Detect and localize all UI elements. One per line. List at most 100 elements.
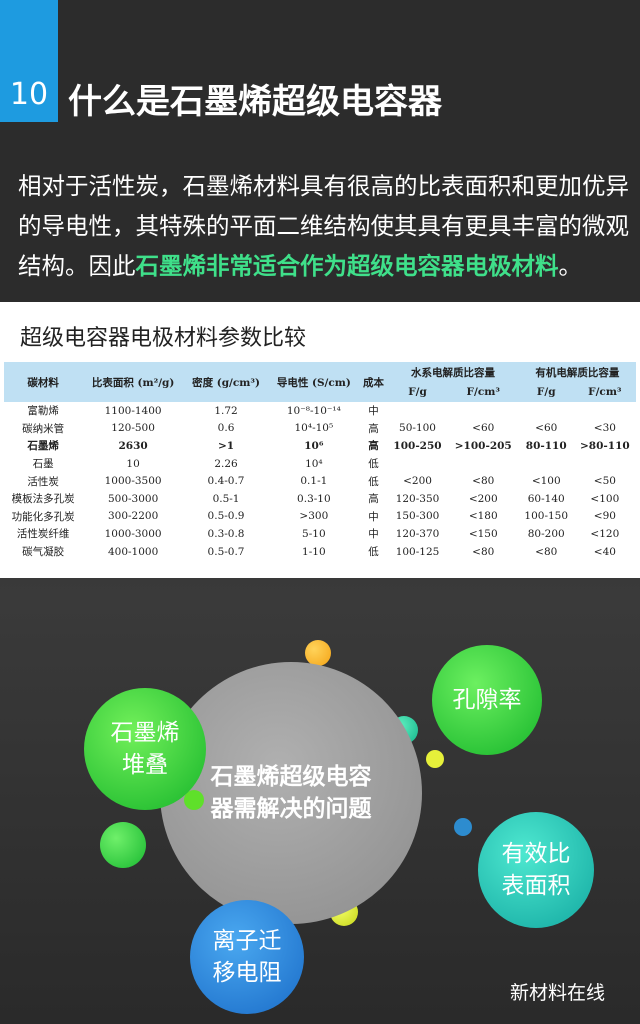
table-cell: 120-350	[395, 492, 440, 505]
table-cell: >1	[217, 439, 235, 452]
table-cell: <120	[590, 527, 620, 540]
table-cell: 10⁻⁸-10⁻¹⁴	[286, 404, 341, 417]
table-title: 超级电容器电极材料参数比较	[20, 326, 307, 351]
table-cell	[387, 455, 447, 473]
table-cell: 高	[368, 440, 379, 453]
table-cell: 富勒烯	[27, 405, 59, 418]
table-cell: 0.6	[217, 422, 235, 435]
table-cell: 5-10	[302, 527, 326, 540]
table-cell: 功能化多孔炭	[11, 510, 75, 523]
table-cell: >80-110	[580, 439, 630, 452]
page-title: 什么是石墨烯超级电容器	[68, 82, 442, 122]
bubble-label: 有效比表面积	[501, 841, 571, 899]
table-cell: 60-140	[527, 492, 565, 505]
table-cell: <100	[590, 492, 620, 505]
table-cell	[574, 402, 636, 420]
table-cell: 0.5-0.7	[207, 545, 245, 558]
table-cell: 低	[368, 546, 379, 559]
table-row: 碳气凝胶 400-1000 0.5-0.7 1-10 低 100-125 <80 <80 <40	[4, 543, 636, 561]
table-cell: <90	[593, 510, 616, 523]
table-cell: 活性炭纤维	[16, 528, 70, 541]
column-header: 成本	[359, 362, 388, 402]
table-cell: <50	[593, 475, 616, 488]
footer-brand: 新材料在线	[510, 982, 606, 1004]
table-cell: 1000-3500	[104, 475, 162, 488]
table-cell: 100-250	[393, 439, 442, 452]
dot	[100, 822, 146, 868]
table-cell: 活性炭	[27, 475, 59, 488]
column-header: 密度 (g/cm³)	[183, 362, 269, 402]
table-row: 活性炭纤维 1000-3000 0.3-0.8 5-10 中 120-370 <150 80-…	[4, 525, 636, 543]
table-cell: 低	[368, 458, 379, 471]
column-header: 有机电解质比容量	[518, 362, 636, 382]
table-cell: 1.72	[214, 404, 238, 417]
table-cell: 0.4-0.7	[207, 475, 245, 488]
column-subheader: F/g	[518, 382, 574, 402]
column-header: 水系电解质比容量	[387, 362, 519, 382]
table-cell: 石墨	[32, 458, 54, 471]
table-cell: 0.5-1	[212, 492, 240, 505]
table-cell: 100-150	[524, 510, 569, 523]
column-subheader: F/cm³	[447, 382, 519, 402]
table-cell: 石墨烯	[27, 440, 59, 453]
intro-paragraph: 相对于活性炭，石墨烯材料具有很高的比表面积和更加优异的导电性，其特殊的平面二维结…	[18, 166, 630, 286]
column-header: 碳材料	[4, 362, 83, 402]
table-cell: 模板法多孔炭	[11, 493, 75, 506]
table-cell: <200	[468, 492, 498, 505]
dot	[426, 750, 444, 768]
table-cell: <200	[403, 475, 432, 488]
paragraph-highlight: 石墨烯非常适合作为超级电容器电极材料	[135, 252, 559, 280]
table-cell: <80	[535, 545, 558, 558]
table-cell: 10⁶	[304, 439, 324, 452]
bubble-label: 离子迁移电阻	[212, 928, 282, 986]
table-cell: 1-10	[302, 545, 326, 558]
table-cell: 80-110	[525, 439, 567, 452]
bubble: 石墨烯堆叠	[84, 688, 206, 810]
table-cell: 2.26	[214, 457, 238, 470]
dot	[184, 790, 204, 810]
table-cell: 100-125	[395, 545, 440, 558]
table-cell: 0.3-10	[297, 492, 331, 505]
table-cell: <80	[472, 545, 495, 558]
table-cell: 0.5-0.9	[207, 510, 245, 523]
table-cell: 400-1000	[107, 545, 159, 558]
table-cell: 2630	[118, 439, 148, 452]
table-cell: <60	[472, 422, 495, 435]
paragraph-text: 相对于活性炭，石墨烯材料具有很高的比表面积和更加优异的导电性，其特殊的平面二维结…	[18, 172, 629, 280]
table-row: 活性炭 1000-3500 0.4-0.7 0.1-1 低 <200 <80 <100 <50	[4, 472, 636, 490]
bubble: 离子迁移电阻	[190, 900, 304, 1014]
header-row: 碳材料 比表面积 (m²/g) 密度 (g/cm³) 导电性 (S/cm) 成本 水系电解…	[4, 362, 636, 402]
table-section: 超级电容器电极材料参数比较 碳材料 比表面积 (m²/g) 密度 (g/cm³) 导电…	[0, 302, 640, 578]
table-cell: <80	[472, 475, 495, 488]
table-cell	[519, 455, 574, 473]
table-cell: 中	[368, 405, 379, 418]
table-cell: 碳气凝胶	[22, 546, 65, 559]
table-row: 富勒烯 1100-1400 1.72 10⁻⁸-10⁻¹⁴ 中	[4, 402, 636, 420]
table-cell	[448, 455, 519, 473]
table-cell: 0.1-1	[300, 475, 328, 488]
center-label: 石墨烯超级电容器需解决的问题	[210, 764, 372, 822]
table-row: 功能化多孔炭 300-2200 0.5-0.9 >300 中 150-300 <180 100…	[4, 508, 636, 526]
bubble: 孔隙率	[432, 645, 542, 755]
table-cell	[387, 402, 447, 420]
table-cell: 80-200	[527, 527, 565, 540]
table-cell	[574, 455, 636, 473]
table-cell: 10	[126, 457, 140, 470]
column-header: 导电性 (S/cm)	[268, 362, 360, 402]
column-subheader: F/g	[387, 382, 448, 402]
table-cell: <40	[593, 545, 616, 558]
comparison-table: 碳材料 比表面积 (m²/g) 密度 (g/cm³) 导电性 (S/cm) 成本 水系电解…	[4, 362, 636, 560]
table-row: 石墨 10 2.26 10⁴ 低	[4, 455, 636, 473]
table-cell: 500-3000	[107, 492, 159, 505]
table-cell: <100	[531, 475, 561, 488]
bubble-label: 孔隙率	[452, 687, 522, 713]
table-cell: 120-500	[111, 422, 155, 435]
dot	[454, 818, 472, 836]
table-cell: 碳纳米管	[22, 422, 65, 435]
table-cell: 0.3-0.8	[207, 527, 245, 540]
table-cell: 1000-3000	[104, 527, 162, 540]
header-bar	[0, 0, 58, 68]
column-subheader: F/cm³	[573, 382, 636, 402]
table-cell: <150	[468, 527, 498, 540]
